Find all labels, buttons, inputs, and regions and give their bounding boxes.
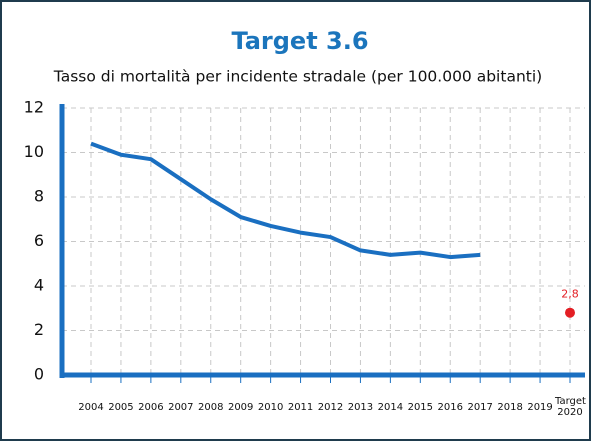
y-tick-label: 2 <box>34 320 44 339</box>
x-tick-label: 2008 <box>198 402 224 413</box>
y-tick-label: 6 <box>34 231 44 250</box>
x-tick-label: 2005 <box>108 402 134 413</box>
x-tick-label: 2010 <box>257 402 284 413</box>
x-tick-label: 2013 <box>347 402 374 413</box>
chart-title: Target 3.6 <box>231 27 368 55</box>
x-tick-label: 2006 <box>138 402 164 413</box>
data-label: 2,8 <box>561 288 579 301</box>
x-tick-label: 2007 <box>168 402 194 413</box>
y-tick-label: 4 <box>34 276 44 295</box>
x-tick-label: Target 2020 <box>555 396 586 418</box>
y-tick-label: 10 <box>24 142 44 161</box>
x-tick-label: 2012 <box>317 402 344 413</box>
y-tick-label: 12 <box>24 98 44 117</box>
x-tick-label: 2016 <box>437 402 463 413</box>
x-tick-label: 2009 <box>227 402 254 413</box>
x-tick-label: 2015 <box>407 402 434 413</box>
x-tick-label: 2014 <box>377 402 404 413</box>
y-tick-label: 0 <box>34 365 44 384</box>
chart-subtitle: Tasso di mortalità per incidente stradal… <box>53 68 542 86</box>
y-tick-label: 8 <box>34 187 44 206</box>
point <box>565 307 575 318</box>
line <box>90 141 481 260</box>
x-tick-label: 2019 <box>527 402 553 413</box>
x-tick-label: 2004 <box>78 402 104 413</box>
x-tick-label: 2018 <box>497 402 523 413</box>
x-tick-label: 2017 <box>467 402 493 413</box>
x-tick-label: 2011 <box>287 402 314 413</box>
